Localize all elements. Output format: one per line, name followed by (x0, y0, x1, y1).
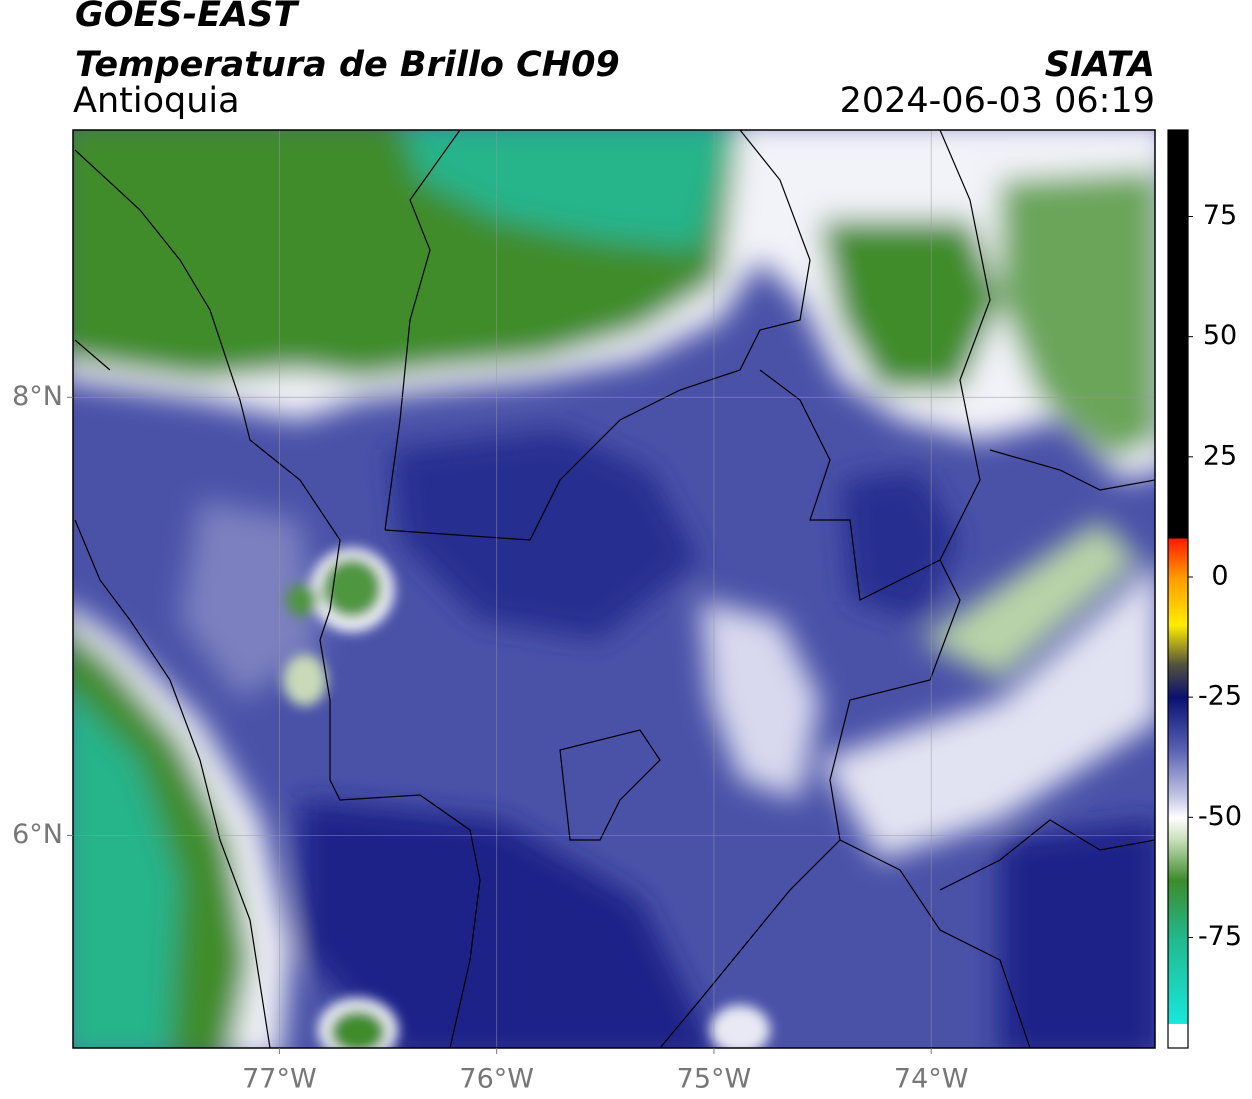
colorbar-segment (1168, 576, 1188, 626)
x-tick-label: 74°W (894, 1064, 969, 1095)
x-tick-label: 76°W (459, 1064, 534, 1095)
colorbar-segment (1168, 798, 1188, 818)
map-frame (72, 129, 1156, 1049)
colorbar-tick-label: 50 (1203, 320, 1237, 351)
colorbar-segment (1168, 879, 1188, 938)
source: SIATA (1045, 45, 1155, 85)
colorbar-segment (1168, 750, 1188, 799)
colorbar-tick-label: -75 (1198, 921, 1242, 952)
y-tick-label: 6°N (12, 819, 63, 850)
y-tick-label: 8°N (12, 381, 63, 412)
colorbar-segment (1168, 538, 1188, 578)
colorbar-segment (1168, 130, 1188, 540)
colorbar-segment (1168, 841, 1188, 881)
colorbar-segment (1168, 625, 1188, 664)
colorbar-segment (1168, 663, 1188, 698)
datetime: 2024-06-03 06:19 (840, 81, 1155, 121)
colorbar-tick-label: 75 (1203, 200, 1237, 231)
colorbar-segment (1168, 697, 1188, 751)
title: GOES-EAST (75, 0, 300, 35)
colorbar-segment (1168, 937, 1188, 1025)
x-tick-label: 75°W (677, 1064, 752, 1095)
colorbar-tick-label: -25 (1198, 681, 1242, 712)
colorbar-tick-label: 25 (1203, 440, 1237, 471)
colorbar-segment (1168, 1023, 1188, 1049)
colorbar-tick-label: -50 (1198, 801, 1242, 832)
colorbar-frame (1167, 129, 1189, 1049)
colorbar-tick-label: 0 (1211, 560, 1228, 591)
x-tick-label: 77°W (242, 1064, 317, 1095)
satellite-image (73, 130, 1155, 1048)
subtitle: Temperatura de Brillo CH09 (75, 45, 620, 85)
region: Antioquia (73, 81, 240, 121)
colorbar-segment (1168, 817, 1188, 842)
